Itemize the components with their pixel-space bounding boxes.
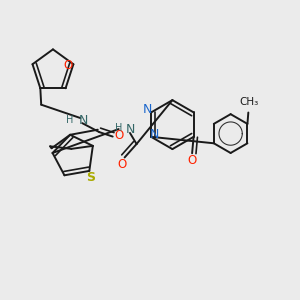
Text: O: O (188, 154, 197, 167)
Text: CH₃: CH₃ (239, 97, 259, 106)
Text: H: H (67, 115, 74, 125)
Text: O: O (63, 59, 73, 72)
Text: N: N (78, 114, 88, 127)
Text: S: S (86, 171, 95, 184)
Text: N: N (126, 123, 136, 136)
Text: N: N (150, 128, 160, 141)
Text: N: N (143, 103, 152, 116)
Text: O: O (117, 158, 126, 171)
Text: H: H (115, 123, 122, 133)
Text: O: O (115, 130, 124, 142)
